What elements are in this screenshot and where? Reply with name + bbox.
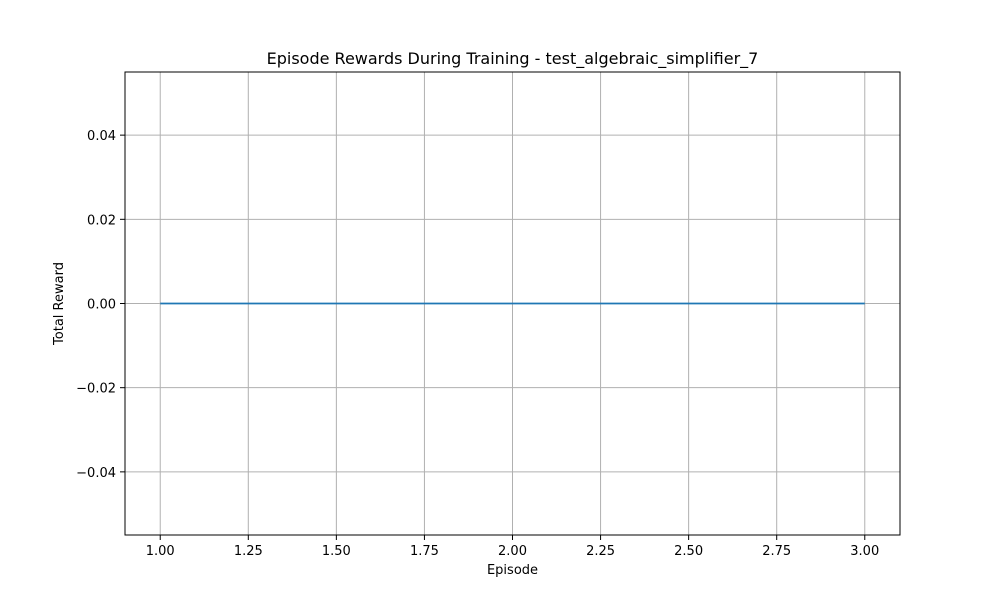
x-axis-label: Episode [487,563,538,578]
x-tick-label: 1.25 [234,544,263,559]
x-tick-label: 1.75 [410,544,439,559]
x-tick-label: 2.75 [762,544,791,559]
y-axis-ticks: −0.04 −0.02 0.00 0.02 0.04 [76,129,125,481]
x-tick-label: 2.00 [498,544,527,559]
x-tick-label: 2.50 [674,544,703,559]
chart-title: Episode Rewards During Training - test_a… [267,49,759,69]
y-tick-label: 0.00 [87,298,116,313]
x-tick-label: 3.00 [850,544,879,559]
y-tick-label: 0.04 [87,129,116,144]
x-axis-ticks: 1.00 1.25 1.50 1.75 2.00 2.25 2.50 2.75 3.00 [146,535,879,559]
x-tick-label: 1.50 [322,544,351,559]
y-tick-label: −0.04 [76,466,116,481]
y-tick-label: −0.02 [76,382,116,397]
x-tick-label: 1.00 [146,544,175,559]
y-axis-label: Total Reward [52,262,67,346]
y-tick-label: 0.02 [87,213,116,228]
x-tick-label: 2.25 [586,544,615,559]
